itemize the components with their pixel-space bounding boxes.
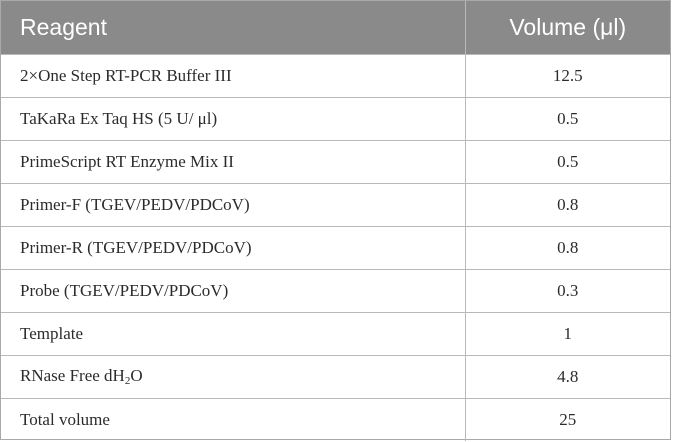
reagent-cell: Total volume [1,397,466,441]
table-row: Total volume 25 [1,397,670,441]
reagent-cell: Primer-R (TGEV/PEDV/PDCoV) [1,225,466,269]
header-reagent: Reagent [1,1,466,54]
table-row: Primer-F (TGEV/PEDV/PDCoV) 0.8 [1,182,670,226]
volume-cell: 0.5 [465,139,670,183]
reagent-text-suffix: O [130,366,143,385]
reagent-cell: PrimeScript RT Enzyme Mix II [1,139,466,183]
volume-cell: 0.8 [465,182,670,226]
header-volume: Volume (μl) [509,13,627,40]
reagent-cell: Template [1,311,466,355]
table-row: Probe (TGEV/PEDV/PDCoV) 0.3 [1,268,670,312]
volume-cell: 0.8 [465,225,670,269]
volume-cell: 12.5 [465,53,670,97]
reagent-cell: 2×One Step RT-PCR Buffer III [1,53,466,97]
table-row: Template 1 [1,311,670,355]
volume-cell: 1 [465,311,670,355]
volume-cell: 4.8 [465,354,670,398]
header-row: Reagent Volume (μl) [1,1,670,54]
table-header: Reagent Volume (μl) [1,1,670,54]
table-row: Primer-R (TGEV/PEDV/PDCoV) 0.8 [1,225,670,269]
table-body: 2×One Step RT-PCR Buffer III 12.5 TaKaRa… [1,53,670,441]
volume-cell: 0.3 [465,268,670,312]
volume-cell: 25 [465,397,670,441]
subscript-two: 2 [124,375,131,387]
volume-cell: 0.5 [465,96,670,140]
reagent-cell: RNase Free dH2O [1,354,466,398]
table-row: PrimeScript RT Enzyme Mix II 0.5 [1,139,670,183]
table-row: TaKaRa Ex Taq HS (5 U/ μl) 0.5 [1,96,670,140]
table-row: RNase Free dH2O 4.8 [1,354,670,398]
reagent-text-prefix: RNase Free dH [20,366,125,385]
reagent-cell: Probe (TGEV/PEDV/PDCoV) [1,268,466,312]
reagent-cell: TaKaRa Ex Taq HS (5 U/ μl) [1,96,466,140]
table-row: 2×One Step RT-PCR Buffer III 12.5 [1,53,670,97]
reagent-cell: Primer-F (TGEV/PEDV/PDCoV) [1,182,466,226]
